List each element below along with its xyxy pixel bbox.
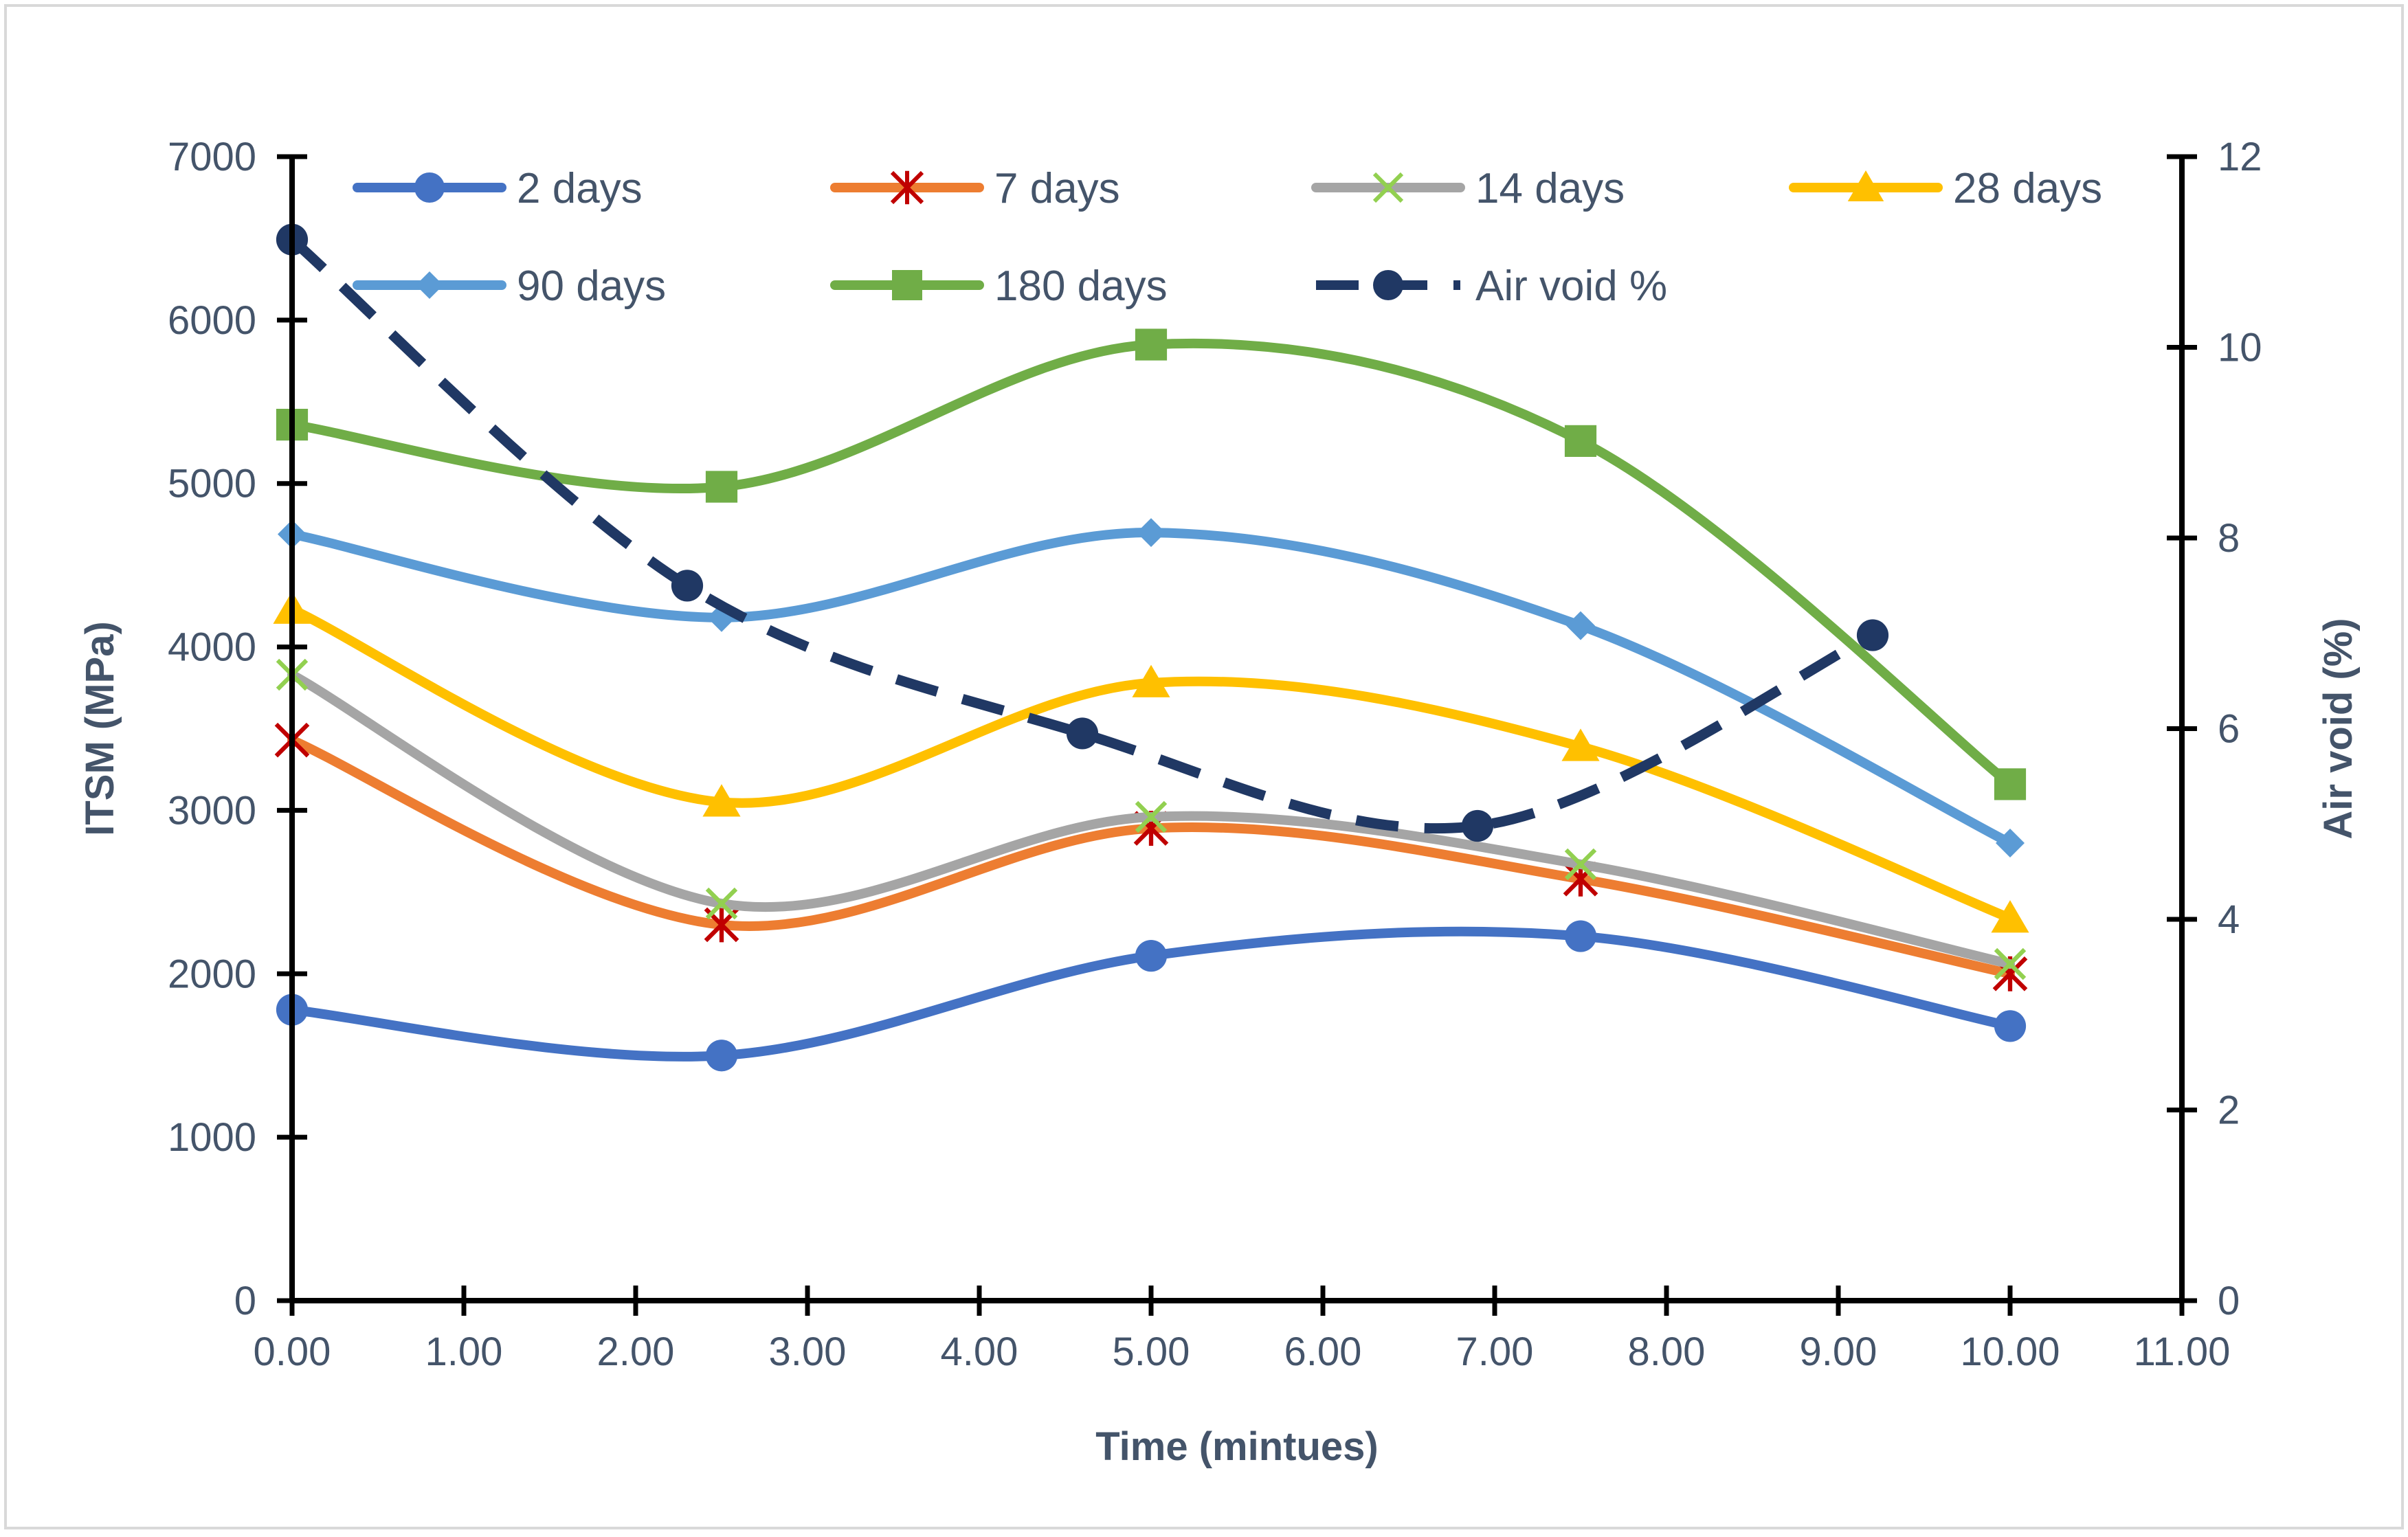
legend: 2 days 7 days 14 days 28 days 90 days 180 day… (353, 165, 2102, 310)
point-14-days-1 (705, 887, 738, 920)
y-tick-label: 5000 (168, 462, 256, 506)
y-axis-title: ITSM (MPa) (78, 621, 122, 836)
y2-axis-title: Air void (%) (2316, 618, 2361, 839)
legend-item-180-days: 180 days (830, 262, 1168, 310)
point-90-days-3 (1566, 611, 1595, 640)
point-180-days-1 (705, 471, 738, 503)
x-tick-label: 4.00 (941, 1330, 1018, 1374)
point-air-void-2 (1066, 717, 1099, 750)
x-tick-label: 2.00 (597, 1330, 675, 1374)
point-28-days-1 (702, 784, 741, 817)
x-tick-label: 7.00 (1456, 1330, 1534, 1374)
point-14-days-4 (1994, 947, 2027, 980)
legend-label-2-days: 2 days (517, 165, 643, 212)
point-2-days-1 (705, 1040, 738, 1072)
y2-tick-label: 0 (2218, 1279, 2240, 1323)
x-tick-label: 9.00 (1800, 1330, 1877, 1374)
series-90-days (278, 518, 2025, 857)
y-tick-label: 2000 (168, 952, 256, 996)
series-28-days (273, 591, 2029, 933)
point-2-days-4 (1994, 1010, 2027, 1042)
point-28-days-3 (1561, 728, 1600, 761)
ticks: 0 1000 2000 3000 4000 5000 6000 7000 0 2 4 6 8 10 12 0.… (168, 135, 2262, 1374)
legend-marker-2-days (414, 172, 445, 203)
legend-label-90-days: 90 days (517, 262, 666, 310)
legend-item-90-days: 90 days (353, 262, 666, 310)
y-tick-label: 6000 (168, 298, 256, 343)
legend-item-air-void: Air void % (1316, 262, 1667, 310)
y-tick-label: 1000 (168, 1115, 256, 1160)
legend-item-2-days: 2 days (353, 165, 643, 212)
y-tick-label: 7000 (168, 135, 256, 179)
y2-tick-label: 10 (2218, 326, 2262, 370)
point-2-days-2 (1135, 940, 1168, 972)
point-28-days-4 (1991, 900, 2029, 933)
point-180-days-4 (1994, 768, 2027, 800)
x-tick-label: 10.00 (1960, 1330, 2060, 1374)
point-14-days-3 (1564, 848, 1597, 881)
y2-tick-label: 8 (2218, 516, 2240, 561)
legend-label-28-days: 28 days (1953, 165, 2102, 212)
point-air-void-4 (1856, 619, 1889, 651)
x-tick-label: 1.00 (425, 1330, 503, 1374)
x-tick-label: 8.00 (1628, 1330, 1706, 1374)
point-28-days-2 (1132, 664, 1170, 697)
point-air-void-3 (1461, 809, 1494, 842)
y-tick-label: 0 (234, 1279, 256, 1323)
legend-label-air-void: Air void % (1475, 262, 1667, 310)
legend-marker-7-days (890, 170, 924, 205)
legend-marker-180-days (892, 270, 922, 300)
y-tick-label: 3000 (168, 788, 256, 833)
y2-tick-label: 6 (2218, 707, 2240, 752)
point-90-days-2 (1137, 518, 1166, 548)
point-air-void-1 (671, 570, 704, 602)
point-180-days-3 (1564, 425, 1597, 457)
legend-label-180-days: 180 days (994, 262, 1168, 310)
legend-label-14-days: 14 days (1475, 165, 1625, 212)
y2-tick-label: 2 (2218, 1088, 2240, 1133)
series-180-days (276, 328, 2027, 800)
chart-border (4, 4, 2404, 1529)
x-tick-label: 3.00 (769, 1330, 847, 1374)
legend-label-7-days: 7 days (994, 165, 1120, 212)
plot-lines (273, 223, 2029, 1072)
y2-tick-label: 4 (2218, 897, 2240, 942)
legend-item-28-days: 28 days (1789, 165, 2102, 212)
y2-tick-label: 12 (2218, 135, 2262, 179)
legend-marker-14-days (1372, 172, 1404, 203)
point-14-days-2 (1135, 800, 1168, 833)
point-2-days-3 (1564, 920, 1597, 952)
legend-item-14-days: 14 days (1311, 165, 1625, 212)
point-180-days-2 (1135, 328, 1168, 361)
x-axis-title: Time (mintues) (1095, 1424, 1378, 1469)
x-tick-label: 5.00 (1113, 1330, 1190, 1374)
legend-marker-90-days (416, 271, 443, 299)
legend-marker-air-void (1373, 270, 1403, 300)
x-tick-label: 11.00 (2134, 1330, 2231, 1374)
point-90-days-4 (1996, 829, 2025, 857)
legend-item-7-days: 7 days (830, 165, 1120, 212)
legend-marker-28-days (1847, 170, 1884, 201)
series-14-days (276, 658, 2027, 980)
x-tick-label: 0.00 (254, 1330, 331, 1374)
x-tick-label: 6.00 (1284, 1330, 1362, 1374)
y-tick-label: 4000 (168, 625, 256, 670)
